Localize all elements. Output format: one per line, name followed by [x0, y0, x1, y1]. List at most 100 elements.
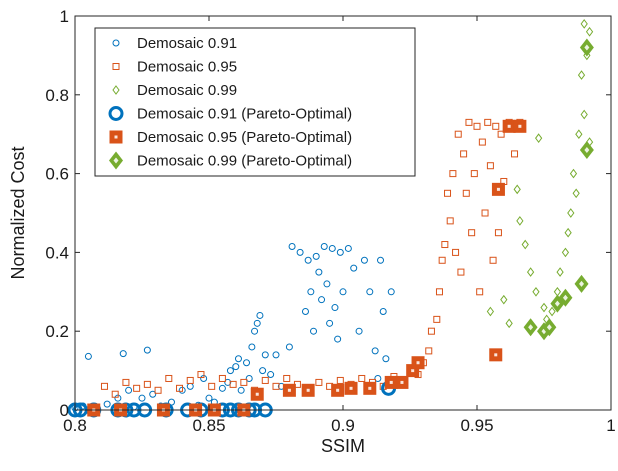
point-demosaic-0-95-40: [449, 170, 457, 178]
point-demosaic-0-91-2: [84, 352, 92, 360]
point-demosaic-0-95-12: [229, 380, 237, 388]
point-demosaic-0-99-26: [585, 26, 594, 37]
point-demosaic-0-91-31: [256, 311, 264, 319]
point-demosaic-0-91-56: [350, 264, 358, 272]
point-demosaic-0-95-pareto-optimal-7: [282, 383, 296, 397]
point-demosaic-0-95-0: [100, 382, 108, 390]
legend-label-demosaic-0-99: Demosaic 0.99: [137, 82, 237, 99]
point-demosaic-0-91-48: [323, 280, 331, 288]
point-demosaic-0-95-pareto-optimal-17: [491, 182, 505, 196]
point-demosaic-0-91-37: [285, 343, 293, 351]
point-demosaic-0-99-19: [572, 188, 580, 199]
point-demosaic-0-91-40: [301, 308, 309, 315]
point-demosaic-0-99-0: [486, 306, 495, 317]
point-demosaic-0-99-24: [583, 50, 591, 61]
point-demosaic-0-91-43: [310, 327, 318, 335]
point-demosaic-0-95-51: [478, 138, 486, 146]
point-demosaic-0-99-18: [569, 168, 578, 179]
point-demosaic-0-99-1: [500, 294, 508, 305]
point-demosaic-0-91-63: [379, 308, 387, 315]
point-demosaic-0-91-66: [387, 288, 395, 296]
point-demosaic-0-99-6: [526, 267, 535, 277]
point-demosaic-0-91-27: [245, 374, 253, 382]
point-demosaic-0-95-32: [425, 347, 433, 355]
y-tick-label: 0.8: [45, 86, 69, 105]
point-demosaic-0-91-21: [224, 378, 232, 386]
point-demosaic-0-95-57: [494, 229, 502, 237]
x-tick-label: 0.85: [192, 416, 225, 435]
point-demosaic-0-91-39: [296, 248, 304, 256]
legend-box: [94, 27, 416, 177]
point-demosaic-0-91-52: [334, 335, 342, 343]
point-demosaic-0-91-7: [125, 386, 133, 394]
point-demosaic-0-95-pareto-optimal-19: [513, 119, 527, 133]
point-demosaic-0-91-59: [366, 288, 374, 296]
point-demosaic-0-99-13: [556, 267, 564, 277]
point-demosaic-0-95-17: [283, 374, 291, 382]
legend-label-demosaic-0-95: Demosaic 0.95: [137, 59, 237, 76]
point-demosaic-0-95-pareto-optimal-12: [384, 375, 398, 389]
point-demosaic-0-95-3: [133, 384, 141, 392]
x-tick-label: 1: [606, 416, 615, 435]
y-axis-ticks: 0 0.2 0.4 0.6 0.8 1: [45, 7, 611, 420]
point-demosaic-0-91-26: [243, 359, 251, 367]
point-demosaic-0-99-15: [561, 247, 570, 258]
point-demosaic-0-91-49: [326, 319, 334, 327]
point-demosaic-0-95-35: [435, 288, 443, 296]
point-demosaic-0-91-28: [248, 343, 256, 351]
point-demosaic-0-95-52: [481, 209, 489, 217]
point-demosaic-0-95-16: [272, 382, 280, 390]
point-demosaic-0-95-41: [452, 248, 460, 256]
point-demosaic-0-95-58: [497, 130, 505, 138]
point-demosaic-0-95-61: [511, 150, 519, 158]
point-demosaic-0-95-42: [454, 130, 462, 138]
legend-marker-demosaic-0-95: [112, 63, 120, 70]
point-demosaic-0-95-2: [122, 378, 130, 386]
point-demosaic-0-91-25: [237, 386, 245, 394]
legend-label-demosaic-0-91-pareto-optimal: Demosaic 0.91 (Pareto-Optimal): [137, 106, 352, 123]
point-demosaic-0-95-10: [208, 382, 216, 390]
point-demosaic-0-95-22: [336, 376, 344, 384]
point-demosaic-0-91-45: [315, 268, 323, 276]
point-demosaic-0-99-7: [532, 286, 540, 297]
point-demosaic-0-95-47: [468, 229, 476, 237]
point-demosaic-0-95-38: [444, 189, 452, 197]
point-demosaic-0-95-pareto-optimal-13: [395, 375, 409, 389]
point-demosaic-0-95-1: [111, 390, 119, 398]
point-demosaic-0-91-50: [328, 244, 336, 252]
point-demosaic-0-91-60: [371, 347, 379, 355]
legend: Demosaic 0.91 Demosaic 0.95 Demosaic 0.99 D…: [94, 27, 416, 177]
point-demosaic-0-95-5: [154, 386, 162, 394]
point-demosaic-0-91-41: [304, 256, 312, 264]
point-demosaic-0-99-pareto-optimal-5: [574, 274, 589, 293]
point-demosaic-0-95-4: [143, 380, 151, 388]
x-axis-ticks: 0.8 0.85 0.9 0.95 1: [63, 16, 616, 435]
point-demosaic-0-95-pareto-optimal-11: [363, 381, 377, 395]
x-tick-label: 0.95: [460, 416, 493, 435]
point-demosaic-0-95-6: [165, 374, 173, 382]
point-demosaic-0-95-53: [484, 118, 492, 126]
point-demosaic-0-91-35: [272, 351, 280, 359]
legend-label-demosaic-0-95-pareto-optimal: Demosaic 0.95 (Pareto-Optimal): [137, 129, 352, 146]
point-demosaic-0-99-pareto-optimal-6: [579, 140, 594, 159]
x-tick-label: 0.8: [63, 416, 87, 435]
point-demosaic-0-95-pareto-optimal-6: [250, 387, 264, 401]
point-demosaic-0-91-23: [232, 363, 240, 371]
point-demosaic-0-91-34: [267, 371, 275, 379]
point-demosaic-0-95-39: [446, 217, 454, 225]
point-demosaic-0-99-9: [540, 302, 548, 313]
point-demosaic-0-95-11: [218, 374, 226, 382]
point-demosaic-0-91-22: [226, 367, 234, 375]
point-demosaic-0-95-46: [465, 118, 473, 126]
point-demosaic-0-99-pareto-optimal-7: [579, 38, 594, 57]
point-demosaic-0-95-pareto-optimal-8: [301, 383, 315, 397]
point-demosaic-0-99-20: [575, 129, 583, 140]
point-demosaic-0-91-53: [336, 248, 344, 256]
point-demosaic-0-95-55: [489, 256, 497, 264]
point-demosaic-0-95-50: [476, 288, 484, 296]
legend-label-demosaic-0-99-pareto-optimal: Demosaic 0.99 (Pareto-Optimal): [137, 153, 352, 170]
point-demosaic-0-91-44: [312, 252, 320, 260]
y-tick-label: 0.4: [45, 243, 69, 262]
